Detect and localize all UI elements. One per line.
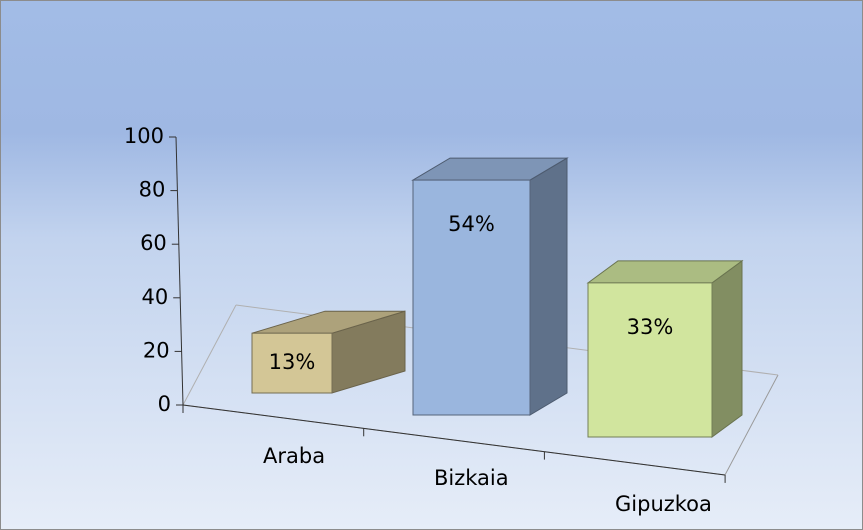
y-axis: [175, 136, 184, 406]
x-tick-label: Gipuzkoa: [615, 492, 712, 516]
floor-back: [182, 304, 237, 406]
y-tick-label: 40: [141, 285, 168, 309]
x-tick-label: Bizkaia: [434, 466, 509, 490]
y-tick-label: 0: [158, 392, 171, 416]
y-tick-label: 100: [124, 124, 164, 148]
x-tick-label: Araba: [263, 444, 325, 468]
x-axis: [182, 404, 726, 476]
data-label: 33%: [627, 315, 674, 339]
y-tick-label: 80: [139, 178, 166, 202]
bar-side: [529, 157, 568, 416]
bar: [251, 332, 333, 394]
data-label: 13%: [269, 350, 316, 374]
y-tick-label: 60: [140, 231, 167, 255]
bar: [587, 282, 713, 438]
y-tick-label: 20: [143, 338, 170, 362]
data-label: 54%: [448, 212, 495, 236]
bar-side: [711, 259, 743, 438]
bar: [412, 179, 531, 416]
